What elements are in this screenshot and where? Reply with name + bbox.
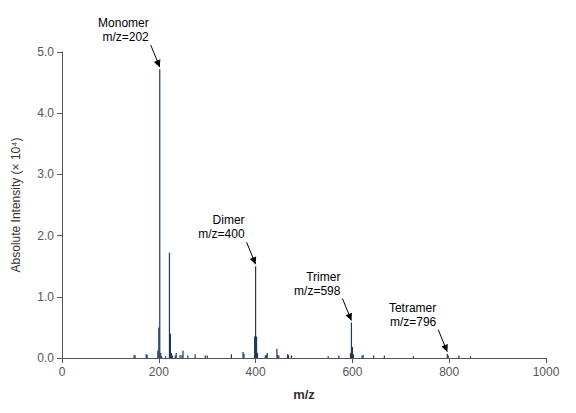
svg-text:4.0: 4.0 xyxy=(37,106,54,120)
svg-text:m/z=400: m/z=400 xyxy=(198,227,245,241)
svg-text:m/z=202: m/z=202 xyxy=(102,30,149,44)
svg-text:Trimer: Trimer xyxy=(306,270,340,284)
svg-text:3.0: 3.0 xyxy=(37,167,54,181)
svg-text:0: 0 xyxy=(59,365,66,379)
svg-text:Monomer: Monomer xyxy=(98,16,149,30)
svg-text:400: 400 xyxy=(246,365,266,379)
svg-text:1.0: 1.0 xyxy=(37,290,54,304)
svg-text:1000: 1000 xyxy=(533,365,560,379)
svg-text:5.0: 5.0 xyxy=(37,45,54,59)
svg-text:600: 600 xyxy=(342,365,362,379)
svg-text:2.0: 2.0 xyxy=(37,229,54,243)
svg-text:Absolute Intensity (× 10⁴): Absolute Intensity (× 10⁴) xyxy=(9,138,23,273)
svg-text:200: 200 xyxy=(149,365,169,379)
svg-text:m/z: m/z xyxy=(293,387,315,402)
svg-text:0.0: 0.0 xyxy=(37,351,54,365)
svg-text:Dimer: Dimer xyxy=(213,213,245,227)
svg-text:800: 800 xyxy=(439,365,459,379)
svg-text:m/z=796: m/z=796 xyxy=(390,315,437,329)
svg-text:Tetramer: Tetramer xyxy=(389,301,436,315)
svg-text:m/z=598: m/z=598 xyxy=(294,284,341,298)
